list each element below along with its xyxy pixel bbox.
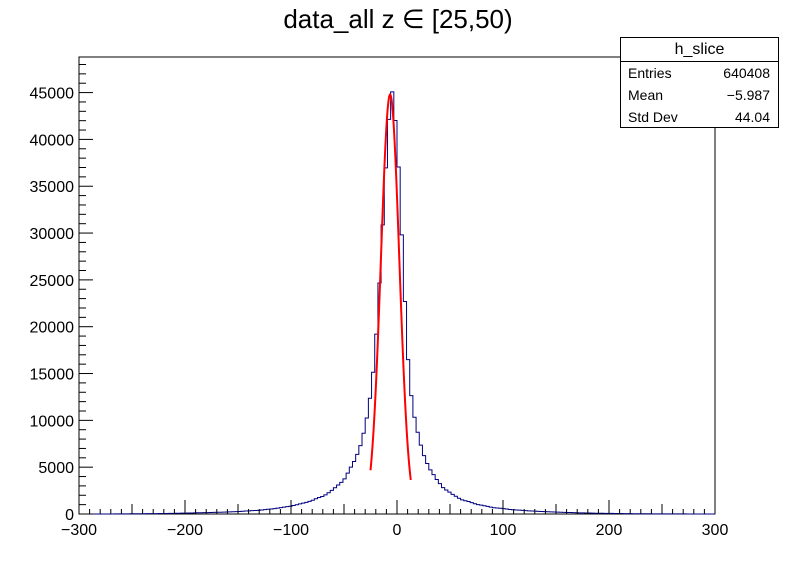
y-tick-label: 5000	[38, 460, 74, 477]
fit-layer	[369, 92, 412, 481]
y-tick-label: 40000	[30, 132, 75, 149]
stats-value: 44.04	[734, 109, 770, 125]
x-tick-label: −300	[61, 522, 97, 539]
y-tick-label: 45000	[30, 86, 75, 103]
y-tick-label: 10000	[30, 413, 75, 430]
y-tick-label: 35000	[30, 179, 75, 196]
x-tick-label: 300	[702, 522, 729, 539]
x-axis: −300 −200 −100 0 100 200 300	[61, 500, 728, 539]
stats-row-entries: Entries 640408	[621, 62, 778, 84]
y-tick-label: 15000	[30, 367, 75, 384]
chart-title: data_all z ∈ [25,50)	[283, 4, 513, 34]
stats-title: h_slice	[621, 38, 778, 62]
y-tick-label: 20000	[30, 320, 75, 337]
histogram-outline	[79, 91, 715, 515]
x-tick-label: 200	[596, 522, 623, 539]
y-axis: 0 5000 10000 15000 20000 25000 30000 35000 40000…	[30, 63, 93, 524]
x-tick-label: 100	[490, 522, 517, 539]
x-tick-label: 0	[393, 522, 402, 539]
fit-curve	[369, 92, 412, 481]
stats-label: Mean	[628, 87, 664, 103]
y-tick-label: 0	[65, 507, 74, 524]
stats-row-mean: Mean −5.987	[621, 84, 778, 106]
y-tick-label: 30000	[30, 226, 75, 243]
stats-box: h_slice Entries 640408 Mean −5.987 Std D…	[620, 37, 779, 128]
stats-row-stddev: Std Dev 44.04	[621, 106, 778, 128]
histogram-layer	[79, 91, 715, 515]
stats-label: Entries	[628, 65, 672, 81]
x-tick-label: −200	[167, 522, 203, 539]
stats-value: 640408	[723, 65, 770, 81]
stats-value: −5.987	[726, 87, 770, 103]
x-tick-label: −100	[273, 522, 309, 539]
y-tick-label: 25000	[30, 273, 75, 290]
stats-label: Std Dev	[628, 109, 678, 125]
